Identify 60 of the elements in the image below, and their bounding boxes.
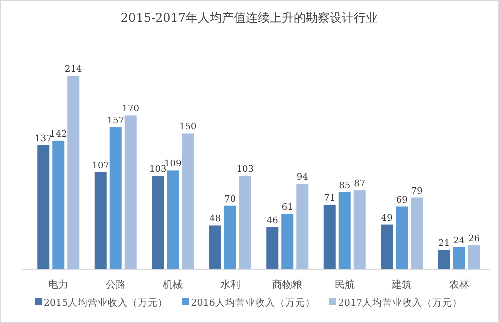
bar	[110, 127, 122, 269]
bar	[52, 140, 65, 269]
data-label: 150	[180, 122, 197, 133]
data-label: 69	[396, 196, 408, 206]
data-label: 103	[150, 165, 167, 176]
x-tick-label: 建筑	[391, 279, 412, 291]
data-label: 85	[339, 181, 351, 192]
data-label: 94	[296, 173, 309, 184]
bar	[453, 247, 466, 269]
data-label: 214	[65, 65, 82, 75]
data-label: 61	[282, 202, 294, 213]
bar	[282, 214, 294, 269]
data-label: 26	[468, 234, 480, 245]
bar	[296, 184, 309, 269]
x-tick-label: 商物粮	[272, 279, 303, 291]
data-label: 71	[324, 194, 336, 204]
x-tick-label: 水利	[220, 279, 240, 291]
data-label: 46	[266, 216, 279, 227]
bar	[124, 116, 137, 269]
legend-label: 2017人均营业收入（万元）	[338, 297, 463, 309]
bar	[94, 172, 107, 269]
data-label: 170	[122, 104, 140, 115]
data-label: 157	[107, 116, 125, 126]
legend-label: 2016人均营业收入（万元）	[191, 297, 316, 309]
x-tick-label: 公路	[106, 279, 126, 291]
data-label: 137	[35, 134, 52, 144]
data-label: 87	[354, 180, 366, 190]
data-label: 70	[224, 194, 236, 205]
bar	[438, 250, 450, 269]
bar	[167, 170, 180, 269]
bar	[152, 176, 164, 269]
chart-title: 2015-2017年人均产值连续上升的勘察设计行业	[120, 11, 378, 25]
data-label: 142	[50, 130, 68, 140]
bar	[38, 145, 50, 269]
x-tick-label: 民航	[334, 279, 355, 291]
bar	[324, 204, 336, 269]
x-tick-label: 电力	[48, 279, 69, 291]
bar	[182, 134, 194, 269]
bar	[266, 228, 279, 269]
data-label: 24	[454, 236, 466, 246]
bar	[224, 206, 236, 269]
data-label: 109	[164, 160, 182, 170]
bar	[209, 226, 222, 269]
bar	[338, 192, 351, 269]
bar	[68, 76, 80, 269]
bar	[239, 176, 252, 269]
data-label: 79	[411, 186, 424, 197]
bar	[354, 190, 366, 269]
data-label: 21	[438, 239, 450, 250]
bar	[411, 198, 424, 269]
bar	[396, 206, 408, 269]
bar	[468, 246, 480, 269]
data-label: 49	[381, 214, 394, 224]
data-label: 48	[210, 214, 222, 225]
legend-label: 2015人均营业收入（万元）	[44, 297, 168, 309]
bar	[381, 224, 394, 269]
data-label: 107	[92, 162, 110, 172]
x-tick-label: 机械	[163, 279, 184, 291]
x-tick-label: 农林	[449, 279, 470, 291]
data-label: 103	[236, 165, 254, 176]
